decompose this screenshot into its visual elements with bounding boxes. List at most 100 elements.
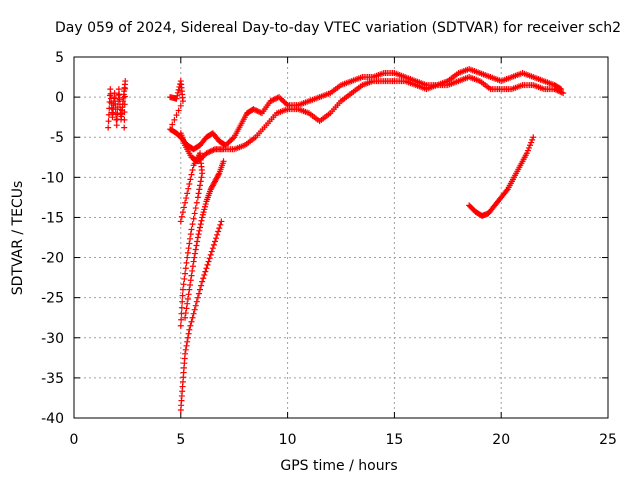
- data-point-marker: [196, 186, 203, 193]
- data-point-marker: [186, 326, 193, 333]
- data-point-marker: [199, 214, 206, 221]
- data-point-marker: [171, 116, 178, 123]
- data-point-marker: [530, 134, 537, 141]
- axis-ticks: 0 5 10 15 20 25 5 0 -5 -10 -15 -20 -25 -30 -35 -40: [41, 50, 617, 448]
- y-tick-label: -15: [41, 210, 64, 226]
- data-point-marker: [203, 265, 210, 272]
- data-points: [105, 66, 567, 413]
- series-dip-2: [177, 218, 225, 413]
- data-point-marker: [218, 218, 225, 225]
- plot-frame: [73, 56, 609, 419]
- data-point-marker: [187, 235, 194, 242]
- data-point-marker: [189, 221, 196, 228]
- data-point-marker: [182, 199, 189, 206]
- data-point-marker: [204, 261, 211, 268]
- data-point-marker: [121, 101, 128, 108]
- data-point-marker: [209, 245, 216, 252]
- data-point-marker: [191, 210, 198, 217]
- data-point-marker: [187, 322, 194, 329]
- data-point-marker: [188, 272, 195, 279]
- data-point-marker: [182, 314, 189, 321]
- data-point-marker: [189, 166, 196, 173]
- data-point-marker: [192, 246, 199, 253]
- grid-lines: [74, 57, 608, 418]
- data-point-marker: [197, 286, 204, 293]
- data-point-marker: [503, 187, 510, 194]
- data-point-marker: [189, 263, 196, 270]
- data-point-marker: [121, 109, 128, 116]
- data-point-marker: [113, 122, 120, 129]
- data-point-marker: [200, 275, 207, 282]
- data-point-marker: [197, 221, 204, 228]
- data-point-marker: [186, 240, 193, 247]
- data-point-marker: [199, 278, 206, 285]
- data-point-marker: [116, 96, 123, 103]
- data-point-marker: [201, 271, 208, 278]
- data-point-marker: [185, 291, 192, 298]
- data-point-marker: [188, 226, 195, 233]
- data-point-marker: [187, 281, 194, 288]
- data-point-marker: [121, 124, 128, 131]
- data-point-marker: [201, 206, 208, 213]
- y-tick-label: 5: [55, 50, 64, 66]
- data-point-marker: [175, 107, 182, 114]
- data-point-marker: [182, 350, 189, 357]
- data-point-marker: [215, 228, 222, 235]
- data-point-marker: [184, 300, 191, 307]
- y-tick-label: -20: [41, 251, 64, 267]
- data-point-marker: [196, 227, 203, 234]
- data-point-marker: [192, 250, 199, 257]
- data-point-marker: [207, 251, 214, 258]
- data-point-marker: [192, 205, 199, 212]
- data-point-marker: [193, 298, 200, 305]
- x-tick-label: 0: [70, 432, 79, 448]
- data-point-marker: [183, 305, 190, 312]
- data-point-marker: [184, 190, 191, 197]
- chart-title: Day 059 of 2024, Sidereal Day-to-day VTE…: [55, 20, 621, 36]
- data-point-marker: [214, 231, 221, 238]
- data-point-marker: [198, 174, 205, 181]
- data-point-marker: [121, 116, 128, 123]
- data-point-marker: [200, 209, 207, 216]
- series-main-lower: [177, 74, 567, 165]
- data-point-marker: [199, 170, 206, 177]
- data-point-marker: [184, 338, 191, 345]
- data-point-marker: [178, 213, 185, 220]
- data-point-marker: [177, 102, 184, 109]
- data-point-marker: [182, 310, 189, 317]
- data-point-marker: [192, 302, 199, 309]
- x-tick-label: 5: [176, 432, 185, 448]
- data-point-marker: [211, 238, 218, 245]
- data-point-marker: [528, 139, 535, 146]
- data-point-marker: [199, 211, 206, 218]
- data-point-marker: [183, 195, 190, 202]
- data-point-marker: [560, 90, 567, 97]
- data-point-marker: [206, 255, 213, 262]
- data-point-marker: [198, 282, 205, 289]
- data-point-marker: [173, 112, 180, 119]
- y-axis-label: SDTVAR / TECUs: [10, 181, 26, 296]
- y-tick-label: -30: [41, 331, 64, 347]
- data-point-marker: [178, 316, 185, 323]
- x-axis-label: GPS time / hours: [280, 458, 397, 474]
- data-point-marker: [187, 176, 194, 183]
- x-tick-label: 20: [492, 432, 510, 448]
- data-point-marker: [186, 286, 193, 293]
- data-point-marker: [177, 218, 184, 225]
- data-point-marker: [180, 281, 187, 288]
- data-point-marker: [183, 259, 190, 266]
- data-point-marker: [524, 147, 531, 154]
- data-point-marker: [179, 209, 186, 216]
- data-point-marker: [217, 221, 224, 228]
- data-point-marker: [194, 234, 201, 241]
- data-point-marker: [523, 150, 530, 157]
- data-point-marker: [122, 78, 129, 85]
- x-tick-label: 15: [385, 432, 403, 448]
- data-point-marker: [177, 322, 184, 329]
- data-point-marker: [190, 310, 197, 317]
- data-point-marker: [193, 242, 200, 249]
- data-point-marker: [111, 90, 118, 97]
- data-point-marker: [185, 245, 192, 252]
- data-point-marker: [525, 144, 532, 151]
